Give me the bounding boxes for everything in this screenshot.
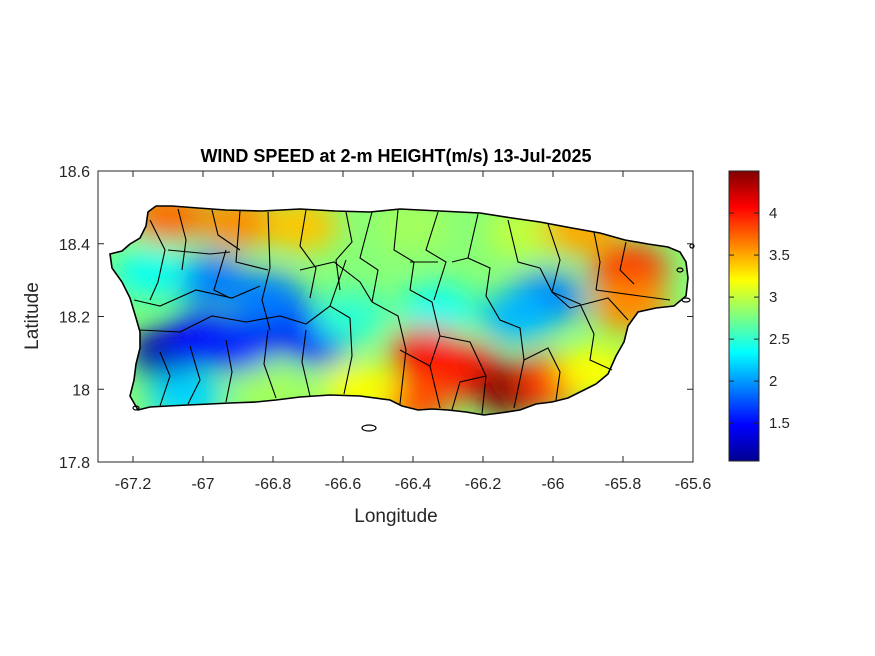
municipality-borders — [133, 208, 671, 415]
municipality-border-33 — [299, 261, 373, 303]
municipality-border-19 — [187, 345, 201, 405]
municipality-border-14 — [619, 241, 635, 285]
municipality-border-37 — [451, 257, 469, 263]
field-cell-10 — [263, 206, 339, 252]
x-tick-label: -66 — [541, 476, 564, 493]
municipality-border-34 — [213, 249, 231, 299]
field-cell-19 — [312, 290, 388, 343]
field-cell-7 — [112, 246, 189, 299]
y-tick-label: 18.2 — [59, 310, 90, 327]
municipality-border-2 — [211, 209, 241, 251]
islet-1 — [676, 267, 684, 273]
x-tick-label: -67 — [191, 476, 214, 493]
x-tick-label: -66.6 — [325, 476, 362, 493]
municipality-border-22 — [343, 317, 353, 395]
municipality-border-15 — [139, 305, 351, 333]
y-axis-label: Latitude — [22, 282, 43, 350]
municipality-border-11 — [507, 219, 541, 269]
colorbar-tick-label: 1.5 — [769, 415, 790, 432]
x-tick-label: -66.4 — [395, 476, 432, 493]
municipality-border-38 — [539, 267, 553, 293]
municipality-border-13 — [593, 231, 601, 291]
municipality-border-28 — [551, 291, 613, 371]
offshore-islets — [132, 243, 695, 432]
field-cell-18 — [399, 283, 476, 336]
y-tick-label: 18.6 — [59, 164, 90, 181]
coastline — [109, 205, 689, 416]
municipality-border-3 — [235, 210, 269, 271]
colorbar-tick-label: 2.5 — [769, 331, 790, 348]
municipality-border-6 — [335, 211, 353, 291]
field-cell-17 — [480, 290, 556, 343]
x-axis-label: Longitude — [354, 506, 437, 527]
colorbar-tick-label: 3.5 — [769, 247, 790, 264]
municipality-border-10 — [467, 213, 491, 297]
municipality-border-20 — [159, 351, 171, 407]
municipality-border-18 — [225, 339, 233, 403]
x-tick-label: -66.8 — [255, 476, 292, 493]
x-tick-label: -66.2 — [465, 476, 502, 493]
municipality-border-23 — [371, 301, 407, 405]
islet-0 — [361, 424, 377, 432]
y-axis-ticks: 17.8 18 18.2 18.4 18.6 — [59, 164, 693, 472]
municipality-border-31 — [451, 375, 487, 411]
municipality-border-27 — [523, 347, 561, 401]
municipality-border-16 — [133, 285, 261, 307]
y-tick-label: 18 — [72, 382, 90, 399]
island-outline — [109, 205, 689, 416]
municipality-border-35 — [167, 249, 231, 255]
municipality-border-5 — [299, 209, 317, 299]
colorbar-ticks: 1.5 2 2.5 3 3.5 4 — [729, 205, 790, 432]
chart-title: WIND SPEED at 2-m HEIGHT(m/s) 13-Jul-202… — [200, 146, 591, 166]
field-cell-6 — [172, 254, 248, 307]
municipality-border-29 — [569, 297, 629, 321]
municipality-border-8 — [393, 209, 415, 291]
colorbar-tick-label: 2 — [769, 373, 777, 390]
municipality-border-7 — [359, 211, 379, 303]
municipality-border-25 — [439, 335, 487, 415]
islet-2 — [681, 297, 691, 303]
municipality-border-17 — [263, 329, 277, 399]
municipality-border-12 — [547, 223, 571, 309]
colorbar — [728, 170, 760, 462]
x-tick-label: -65.8 — [605, 476, 642, 493]
colorbar-tick-label: 3 — [769, 289, 777, 306]
field-cell-8 — [130, 206, 206, 241]
municipality-border-30 — [595, 289, 671, 301]
municipality-border-26 — [485, 295, 525, 409]
colorbar-tick-label: 4 — [769, 205, 777, 222]
municipality-border-4 — [261, 211, 271, 331]
municipality-border-0 — [149, 219, 166, 301]
x-axis-ticks: -67.2 -67 -66.8 -66.6 -66.4 -66.2 -66 -65.8 -65.… — [115, 171, 712, 493]
municipality-border-21 — [301, 329, 311, 397]
y-tick-label: 18.4 — [59, 237, 90, 254]
municipality-border-39 — [329, 259, 347, 307]
x-tick-label: -67.2 — [115, 476, 152, 493]
islet-4 — [132, 405, 140, 411]
field-cell-14 — [592, 243, 668, 296]
x-tick-label: -65.6 — [675, 476, 712, 493]
field-cell-11 — [375, 206, 451, 252]
y-tick-label: 17.8 — [59, 455, 90, 472]
municipality-border-1 — [177, 208, 187, 271]
municipality-border-32 — [399, 349, 431, 367]
municipality-border-9 — [425, 211, 447, 301]
